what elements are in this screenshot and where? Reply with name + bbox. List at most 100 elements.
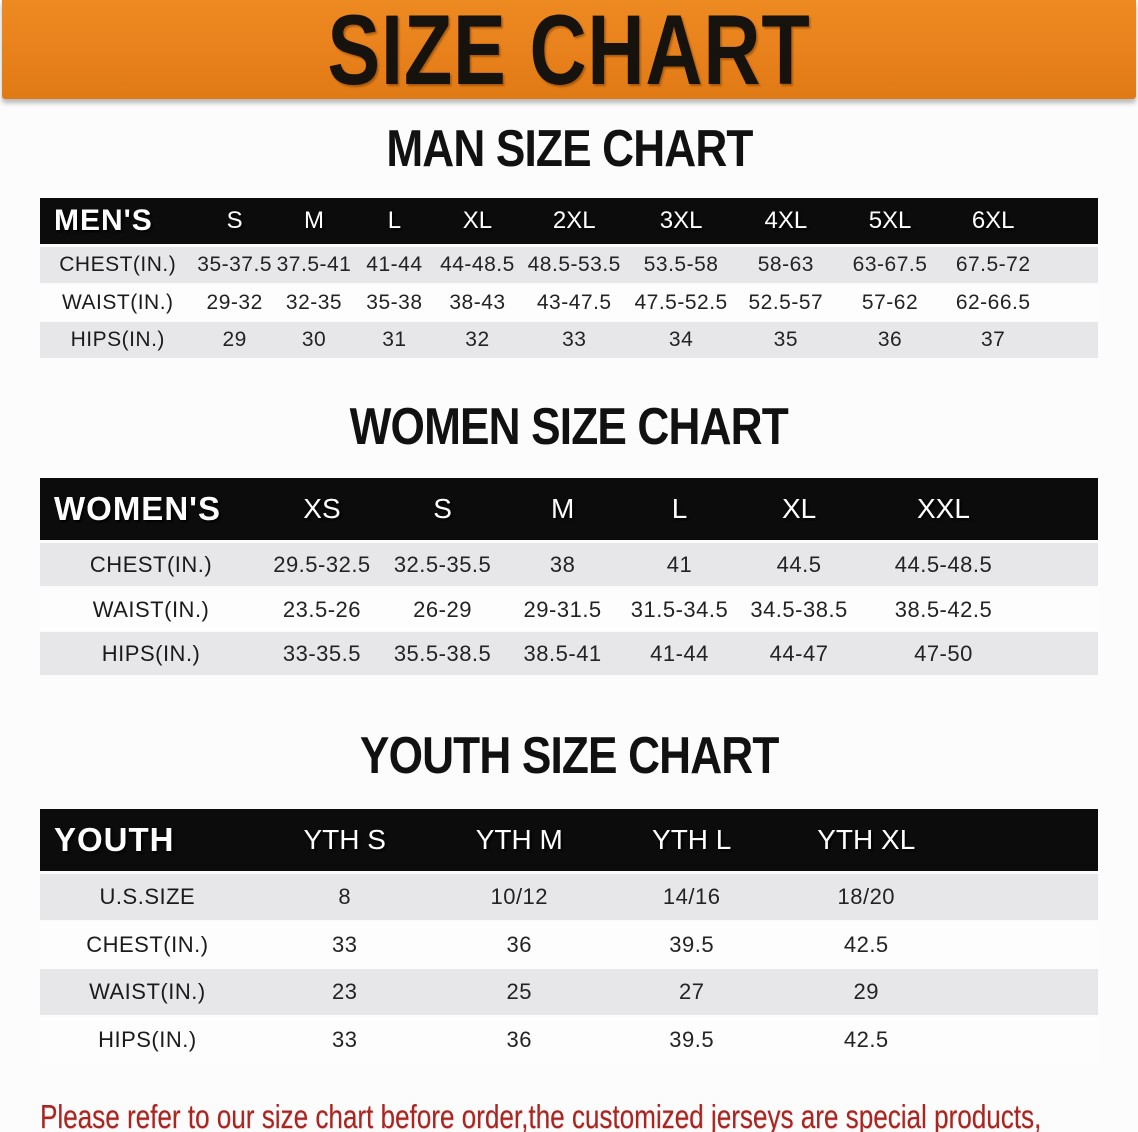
women-cell-value: 38.5-41 (503, 631, 622, 677)
men-cell-value: 53.5-58 (628, 245, 734, 285)
youth-cell-value: 36 (434, 921, 604, 969)
men-table: MEN'S S M L XL 2XL 3XL 4XL 5XL 6XL CHEST(IN.) 35-37… (40, 198, 1098, 360)
men-size-col-header: 6XL (942, 198, 1044, 247)
men-size-col-header: 3XL (628, 198, 734, 247)
men-size-col-header: M (273, 198, 355, 247)
youth-row-label: CHEST(IN.) (40, 921, 255, 969)
men-cell-value: 29-32 (195, 284, 274, 322)
men-cell-value: 52.5-57 (734, 284, 838, 322)
youth-cell-value: 25 (434, 968, 604, 1017)
youth-cell-value: 39.5 (603, 1016, 780, 1063)
women-cell-value: 44-47 (737, 631, 861, 677)
spacer-cell (1043, 284, 1098, 322)
men-cell-value: 30 (273, 321, 355, 360)
youth-cell-value: 14/16 (603, 872, 780, 922)
spacer-cell (953, 809, 1098, 874)
youth-row-label: WAIST(IN.) (40, 968, 255, 1017)
spacer-cell (1043, 245, 1098, 285)
women-cell-value: 26-29 (381, 587, 504, 632)
disclaimer-line-1: Please refer to our size chart before or… (40, 1098, 1042, 1132)
women-cell-value: 29.5-32.5 (262, 541, 382, 588)
men-cell-value: 44-48.5 (434, 245, 521, 285)
spacer-cell (1026, 631, 1098, 677)
youth-size-col-header: YTH XL (779, 809, 954, 874)
women-cell-value: 41 (621, 541, 738, 588)
youth-cell-value: 27 (603, 968, 780, 1017)
men-row-label: HIPS(IN.) (40, 321, 196, 360)
spacer-cell (953, 872, 1098, 922)
spacer-cell (1043, 321, 1098, 360)
men-cell-value: 32-35 (273, 284, 355, 322)
men-size-col-header: 5XL (837, 198, 943, 247)
men-cell-value: 36 (837, 321, 943, 360)
men-cell-value: 63-67.5 (837, 245, 943, 285)
women-size-col-header: S (381, 478, 504, 543)
youth-cell-value: 23 (254, 968, 435, 1017)
men-table-row: HIPS(IN.) 29 30 31 32 33 34 35 36 37 (40, 321, 1098, 360)
spacer-cell (1026, 541, 1098, 588)
youth-table-row: CHEST(IN.) 33 36 39.5 42.5 (40, 921, 1098, 969)
men-table-row: WAIST(IN.) 29-32 32-35 35-38 38-43 43-47.5 47.… (40, 284, 1098, 322)
men-cell-value: 47.5-52.5 (628, 284, 734, 322)
youth-section-title: YOUTH SIZE CHART (359, 727, 779, 785)
women-cell-value: 38.5-42.5 (860, 587, 1026, 632)
women-size-col-header: XS (262, 478, 382, 543)
spacer-cell (953, 1016, 1098, 1063)
men-row-label: CHEST(IN.) (40, 245, 196, 285)
women-row-label: CHEST(IN.) (40, 541, 263, 588)
youth-table-row: WAIST(IN.) 23 25 27 29 (40, 968, 1098, 1017)
youth-cell-value: 39.5 (603, 921, 780, 969)
women-cell-value: 33-35.5 (262, 631, 382, 677)
men-cell-value: 62-66.5 (942, 284, 1044, 322)
women-cell-value: 44.5-48.5 (860, 541, 1026, 588)
youth-cell-value: 36 (434, 1016, 604, 1063)
men-cell-value: 48.5-53.5 (520, 245, 629, 285)
men-size-col-header: XL (434, 198, 521, 247)
size-chart-banner: SIZE CHART (2, 0, 1136, 99)
order-disclaimer: Please refer to our size chart before or… (40, 1093, 1138, 1132)
youth-size-col-header: YTH S (254, 809, 435, 874)
women-cell-value: 44.5 (737, 541, 861, 588)
men-cell-value: 37.5-41 (273, 245, 355, 285)
men-section-title: MAN SIZE CHART (385, 120, 753, 178)
youth-cell-value: 8 (254, 872, 435, 922)
women-cell-value: 34.5-38.5 (737, 587, 861, 632)
women-cell-value: 32.5-35.5 (381, 541, 504, 588)
men-header-label: MEN'S (40, 198, 196, 247)
women-cell-value: 29-31.5 (503, 587, 622, 632)
women-cell-value: 35.5-38.5 (381, 631, 504, 677)
men-cell-value: 29 (195, 321, 274, 360)
women-table-row: WAIST(IN.) 23.5-26 26-29 29-31.5 31.5-34.5 34… (40, 587, 1098, 632)
youth-table-row: HIPS(IN.) 33 36 39.5 42.5 (40, 1016, 1098, 1063)
youth-cell-value: 42.5 (779, 921, 954, 969)
men-cell-value: 57-62 (837, 284, 943, 322)
men-cell-value: 38-43 (434, 284, 521, 322)
men-size-col-header: L (354, 198, 435, 247)
men-size-col-header: 2XL (520, 198, 629, 247)
women-size-col-header: L (621, 478, 738, 543)
men-cell-value: 67.5-72 (942, 245, 1044, 285)
men-size-col-header: S (195, 198, 274, 247)
women-size-col-header: XL (737, 478, 861, 543)
men-row-label: WAIST(IN.) (40, 284, 196, 322)
youth-cell-value: 33 (254, 921, 435, 969)
women-cell-value: 41-44 (621, 631, 738, 677)
men-size-table: MEN'S S M L XL 2XL 3XL 4XL 5XL 6XL CHEST(IN.) 35-37… (40, 198, 1098, 360)
youth-row-label: U.S.SIZE (40, 872, 255, 922)
spacer-cell (1026, 587, 1098, 632)
spacer-cell (953, 968, 1098, 1017)
youth-row-label: HIPS(IN.) (40, 1016, 255, 1063)
youth-size-col-header: YTH M (434, 809, 604, 874)
men-cell-value: 35-37.5 (195, 245, 274, 285)
women-table: WOMEN'S XS S M L XL XXL CHEST(IN.) 29.5-32.5 32.5… (40, 478, 1098, 677)
women-cell-value: 23.5-26 (262, 587, 382, 632)
men-size-col-header: 4XL (734, 198, 838, 247)
women-row-label: HIPS(IN.) (40, 631, 263, 677)
youth-header-label: YOUTH (40, 809, 255, 874)
women-table-row: CHEST(IN.) 29.5-32.5 32.5-35.5 38 41 44.5 44.5… (40, 541, 1098, 588)
men-cell-value: 35 (734, 321, 838, 360)
youth-cell-value: 29 (779, 968, 954, 1017)
men-cell-value: 33 (520, 321, 629, 360)
youth-size-table: YOUTH YTH S YTH M YTH L YTH XL U.S.SIZE 8 10/12… (40, 809, 1098, 1063)
youth-table: YOUTH YTH S YTH M YTH L YTH XL U.S.SIZE 8 10/12… (40, 809, 1098, 1063)
